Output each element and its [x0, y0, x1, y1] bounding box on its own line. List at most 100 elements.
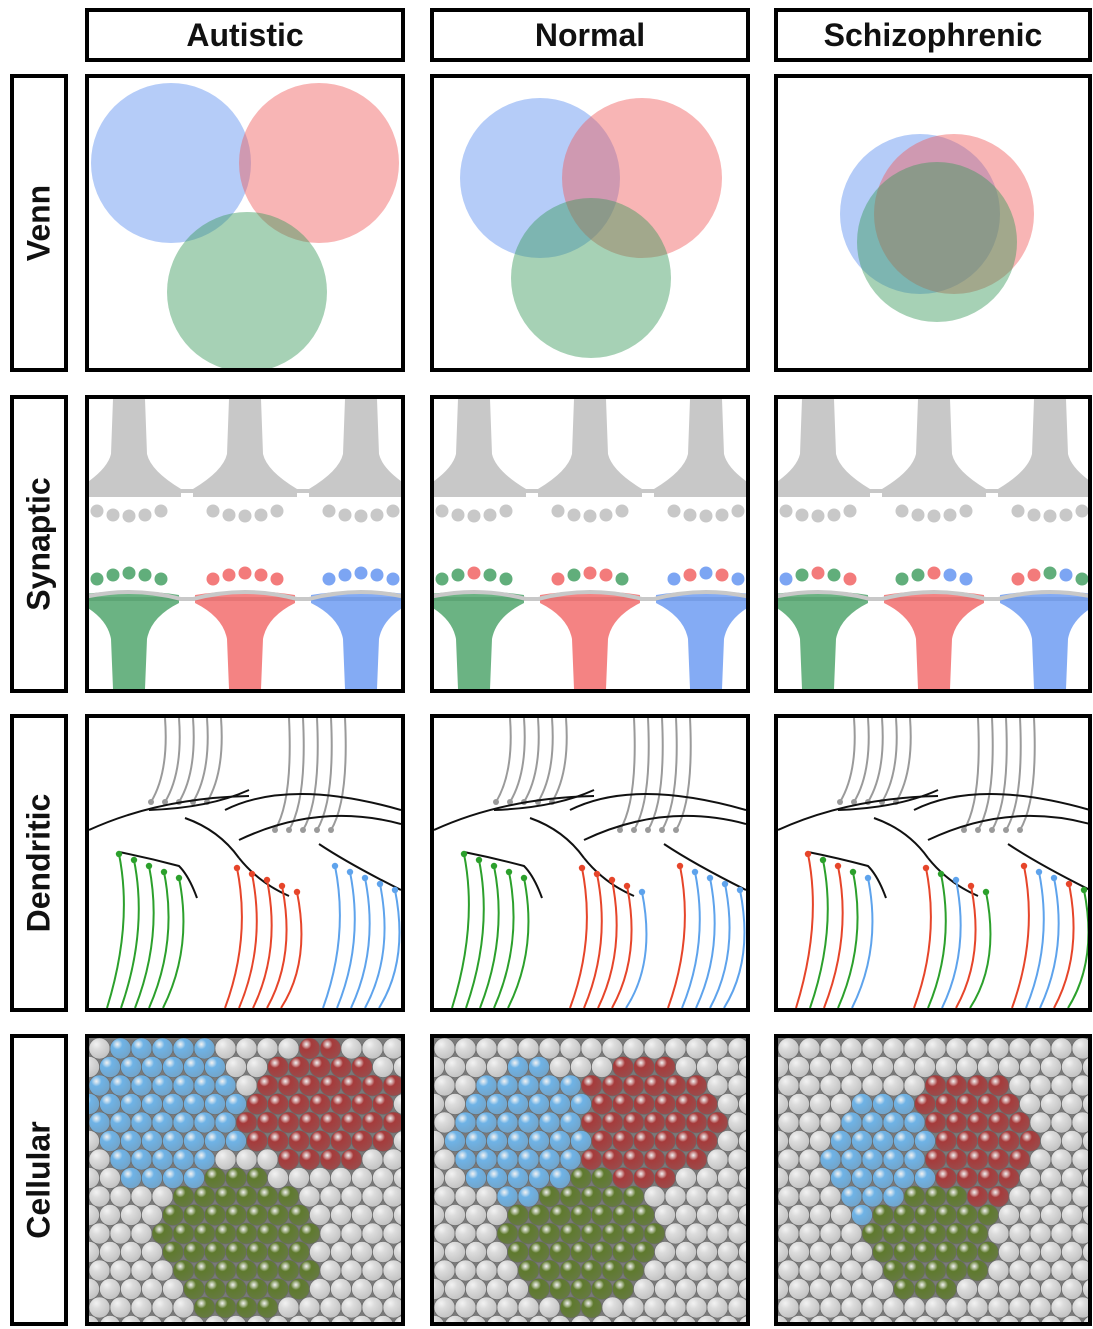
- vesicle-grey: [795, 508, 809, 522]
- cell-blue: [872, 1167, 894, 1189]
- cell-red: [235, 1111, 258, 1134]
- cell-grey: [591, 1056, 613, 1078]
- cell-grey: [861, 1074, 884, 1097]
- postsynaptic-spine: [89, 591, 179, 689]
- cell-blue: [549, 1167, 571, 1189]
- axon-terminal-colored: [952, 876, 960, 884]
- axon-terminal-colored: [706, 874, 714, 882]
- vesicle-colored: [811, 566, 825, 580]
- axon-colored: [162, 877, 185, 1008]
- dendritic-diagram: [778, 718, 1088, 1008]
- cell-green: [570, 1204, 592, 1226]
- cell-red: [1019, 1130, 1041, 1152]
- cell-grey: [454, 1259, 477, 1282]
- axon-colored: [927, 873, 947, 1008]
- cell-grey: [788, 1167, 810, 1189]
- dendritic-panel-normal: [430, 714, 750, 1012]
- cell-blue: [840, 1185, 863, 1208]
- cell-green: [267, 1278, 289, 1300]
- cell-red: [914, 1093, 936, 1115]
- cell-grey: [717, 1130, 739, 1152]
- axon-grey: [867, 718, 884, 803]
- cell-grey: [851, 1278, 873, 1300]
- cell-grey: [1029, 1074, 1052, 1097]
- cell-grey: [486, 1241, 508, 1263]
- axon-colored: [611, 885, 633, 1008]
- cell-grey: [235, 1038, 258, 1060]
- cell-blue: [528, 1056, 550, 1078]
- cell-blue: [109, 1074, 132, 1097]
- cell-grey: [717, 1093, 739, 1115]
- axon-terminal-colored: [1080, 886, 1088, 894]
- cell-blue: [204, 1056, 226, 1078]
- vesicle-colored: [370, 568, 384, 582]
- cell-red: [277, 1111, 300, 1134]
- cell-green: [601, 1259, 624, 1282]
- cell-red: [977, 1167, 999, 1189]
- cell-grey: [267, 1315, 289, 1322]
- cell-grey: [830, 1241, 852, 1263]
- cell-blue: [559, 1111, 582, 1134]
- cell-grey: [361, 1296, 384, 1319]
- cell-grey: [696, 1241, 718, 1263]
- cell-grey: [935, 1056, 957, 1078]
- vesicle-colored: [222, 568, 236, 582]
- vesicle-colored: [583, 566, 597, 580]
- cell-red: [1008, 1111, 1031, 1134]
- axon-colored: [1067, 889, 1088, 1008]
- cell-green: [966, 1222, 989, 1245]
- cell-red: [277, 1074, 300, 1097]
- cell-grey: [1008, 1038, 1031, 1060]
- cell-green: [193, 1185, 216, 1208]
- cell-grey: [664, 1296, 687, 1319]
- cell-green: [570, 1241, 592, 1263]
- cell-red: [382, 1111, 401, 1134]
- axon-terminal-grey: [645, 827, 651, 833]
- cell-grey: [685, 1259, 708, 1282]
- cell-blue: [151, 1074, 174, 1097]
- cell-red: [330, 1130, 352, 1152]
- cell-grey: [434, 1241, 445, 1263]
- cell-grey: [1050, 1296, 1073, 1319]
- cell-grey: [298, 1296, 321, 1319]
- axon-grey: [178, 718, 195, 803]
- cell-grey: [819, 1074, 842, 1097]
- cell-grey: [465, 1315, 487, 1322]
- axon-terminal-colored: [331, 862, 339, 870]
- cell-grey: [465, 1241, 487, 1263]
- vesicle-colored: [483, 568, 497, 582]
- row-label: Dendritic: [20, 793, 57, 933]
- cell-blue: [172, 1111, 195, 1134]
- postsynaptic-spine: [195, 591, 295, 689]
- cell-grey: [204, 1315, 226, 1322]
- cell-grey: [738, 1056, 746, 1078]
- cell-blue: [851, 1130, 873, 1152]
- cell-grey: [903, 1074, 926, 1097]
- cell-green: [882, 1259, 905, 1282]
- vesicle-colored: [683, 568, 697, 582]
- cell-red: [998, 1167, 1020, 1189]
- cell-grey: [706, 1038, 729, 1060]
- synaptic-diagram: [778, 399, 1088, 689]
- cell-blue: [819, 1148, 842, 1171]
- cell-grey: [809, 1056, 831, 1078]
- cell-blue: [109, 1038, 132, 1060]
- cell-blue: [120, 1167, 142, 1189]
- dendrite-branch: [463, 851, 543, 899]
- cell-grey: [361, 1222, 384, 1245]
- column-label: Autistic: [186, 16, 304, 53]
- cell-red: [246, 1093, 268, 1115]
- cell-grey: [538, 1038, 561, 1060]
- axon-colored: [378, 889, 401, 1008]
- cell-grey: [89, 1241, 100, 1263]
- cell-green: [580, 1259, 603, 1282]
- axon-terminal-colored: [376, 880, 384, 888]
- cell-grey: [622, 1038, 645, 1060]
- axon-grey: [150, 718, 167, 803]
- cell-green: [591, 1167, 613, 1189]
- cell-grey: [1019, 1204, 1041, 1226]
- cell-green: [528, 1204, 550, 1226]
- vesicle-grey: [483, 508, 497, 522]
- cell-red: [675, 1130, 697, 1152]
- cell-blue: [151, 1148, 174, 1171]
